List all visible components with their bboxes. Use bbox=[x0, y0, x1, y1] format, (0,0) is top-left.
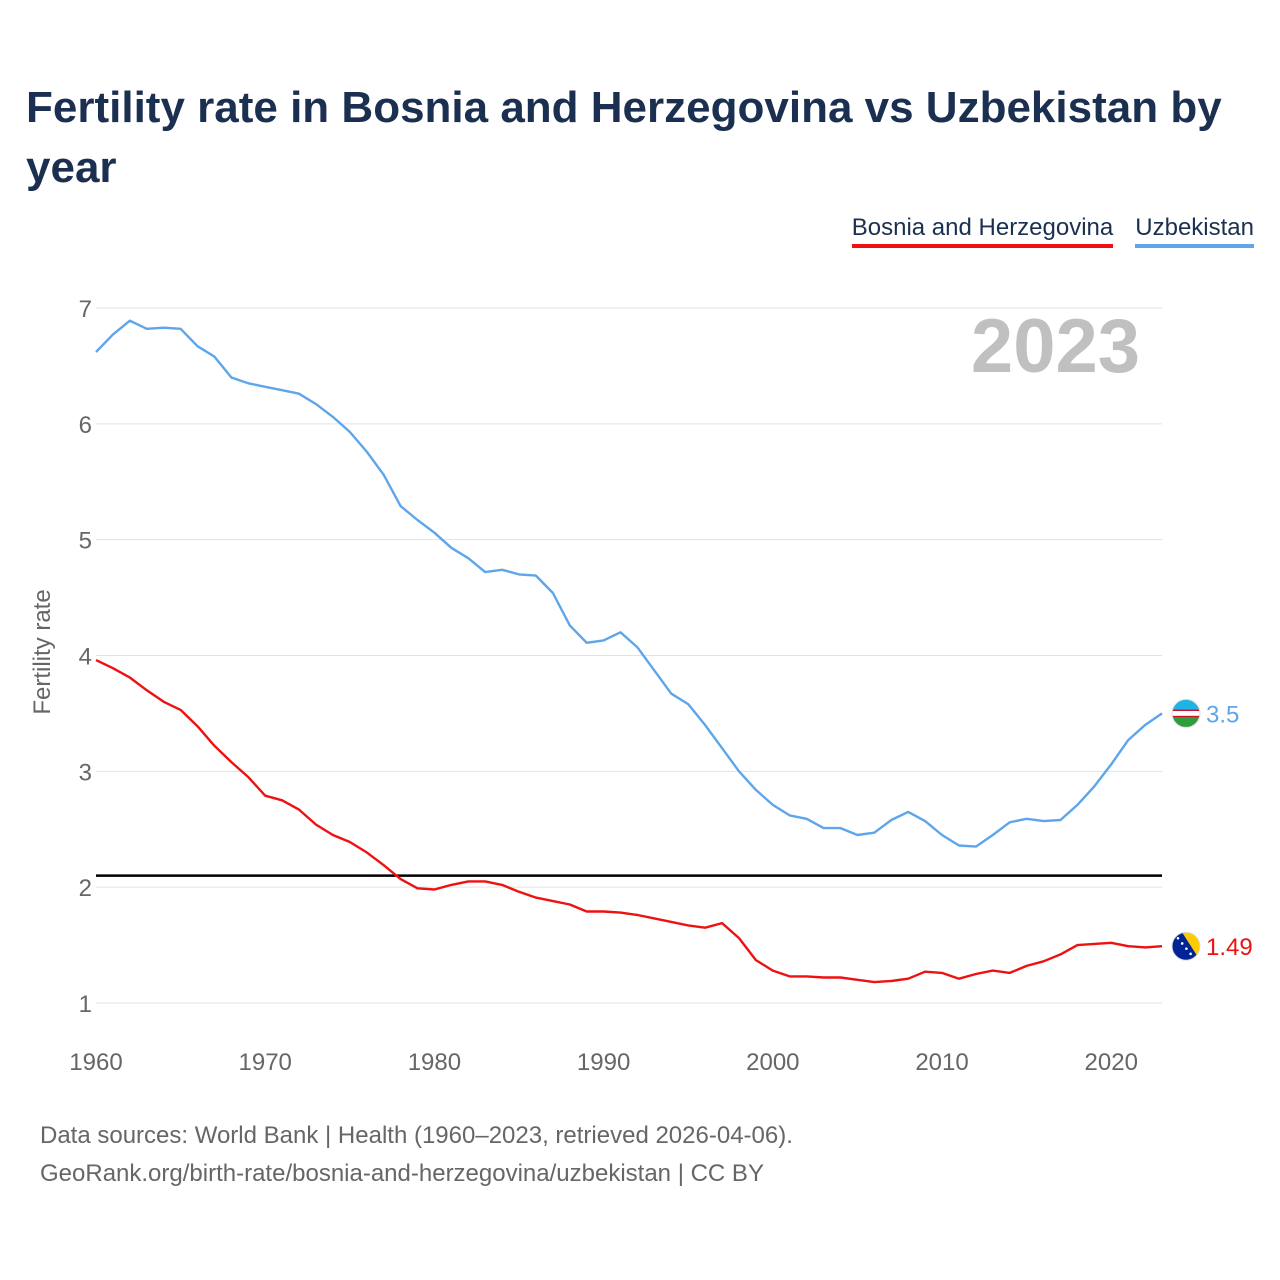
legend: Bosnia and Herzegovina Uzbekistan bbox=[851, 214, 1254, 248]
x-axis: 1960 1970 1980 1990 2000 2010 2020 bbox=[69, 1049, 1138, 1076]
legend-item-bosnia[interactable]: Bosnia and Herzegovina bbox=[851, 214, 1114, 248]
y-tick-label-3: 3 bbox=[79, 759, 92, 786]
grid bbox=[96, 307, 1162, 1004]
source-line-1: Data sources: World Bank | Health (1960–… bbox=[40, 1122, 793, 1149]
x-tick-label-1970: 1970 bbox=[239, 1049, 292, 1076]
y-axis: 1 2 3 4 5 6 7 bbox=[79, 296, 92, 1018]
y-tick-label-5: 5 bbox=[79, 528, 92, 555]
series-line-bosnia-and-herzegovina bbox=[95, 659, 1163, 984]
end-value-label-uzbekistan: 3.5 bbox=[1206, 701, 1239, 728]
x-tick-label-1990: 1990 bbox=[577, 1049, 630, 1076]
end-value-label-bosnia-and-herzegovina: 1.49 bbox=[1206, 934, 1253, 961]
y-tick-label-6: 6 bbox=[79, 412, 92, 439]
y-tick-label-2: 2 bbox=[79, 875, 92, 902]
source-line-2: GeoRank.org/birth-rate/bosnia-and-herzeg… bbox=[40, 1160, 764, 1187]
x-tick-label-1980: 1980 bbox=[408, 1049, 461, 1076]
y-tick-label-7: 7 bbox=[79, 296, 92, 323]
y-tick-label-4: 4 bbox=[79, 644, 92, 671]
x-tick-label-2000: 2000 bbox=[746, 1049, 799, 1076]
series-end-markers: 1.49 3.5 bbox=[1171, 698, 1253, 961]
year-label: 2023 bbox=[971, 304, 1140, 389]
source-note: Data sources: World Bank | Health (1960–… bbox=[40, 1117, 793, 1193]
y-axis-label: Fertility rate bbox=[29, 589, 56, 714]
y-tick-label-1: 1 bbox=[79, 991, 92, 1018]
series-lines bbox=[95, 319, 1163, 984]
series-line-uzbekistan bbox=[95, 319, 1163, 848]
flag-bosnia-and-herzegovina-icon bbox=[1171, 931, 1201, 961]
legend-item-uzbekistan[interactable]: Uzbekistan bbox=[1135, 214, 1254, 248]
x-tick-label-2020: 2020 bbox=[1085, 1049, 1138, 1076]
flag-uzbekistan-icon bbox=[1171, 698, 1201, 728]
chart-title: Fertility rate in Bosnia and Herzegovina… bbox=[26, 83, 1222, 192]
x-tick-label-2010: 2010 bbox=[915, 1049, 968, 1076]
x-tick-label-1960: 1960 bbox=[69, 1049, 122, 1076]
